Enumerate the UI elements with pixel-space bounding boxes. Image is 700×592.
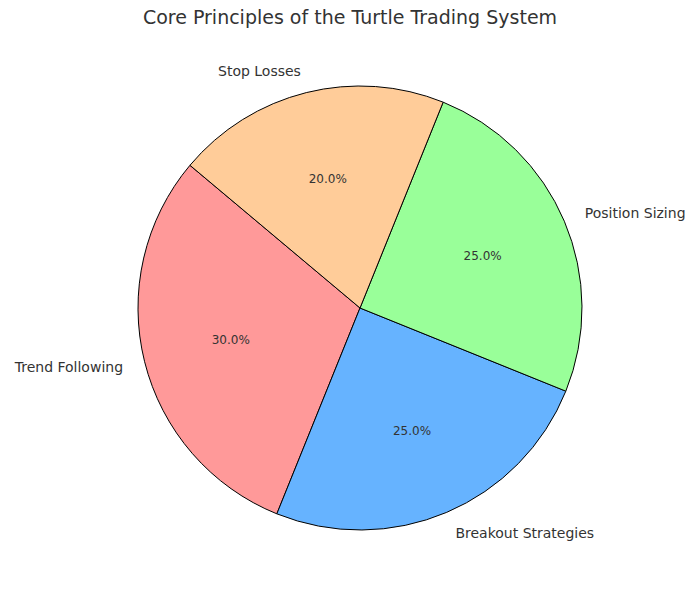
percent-label: 20.0% [309,172,347,186]
percent-label: 25.0% [393,424,431,438]
slice-label: Trend Following [14,359,123,375]
chart-title: Core Principles of the Turtle Trading Sy… [143,6,557,28]
slices [138,86,582,530]
chart-svg: Core Principles of the Turtle Trading Sy… [0,0,700,592]
chart-container: Core Principles of the Turtle Trading Sy… [0,0,700,592]
percent-label: 25.0% [464,249,502,263]
percent-label: 30.0% [212,333,250,347]
slice-label: Stop Losses [218,63,301,79]
pie-slice [190,86,443,308]
slice-label: Breakout Strategies [455,525,594,541]
slice-label: Position Sizing [585,205,686,221]
labels: Trend Following 30.0% Breakout Strategies 2… [14,63,686,541]
